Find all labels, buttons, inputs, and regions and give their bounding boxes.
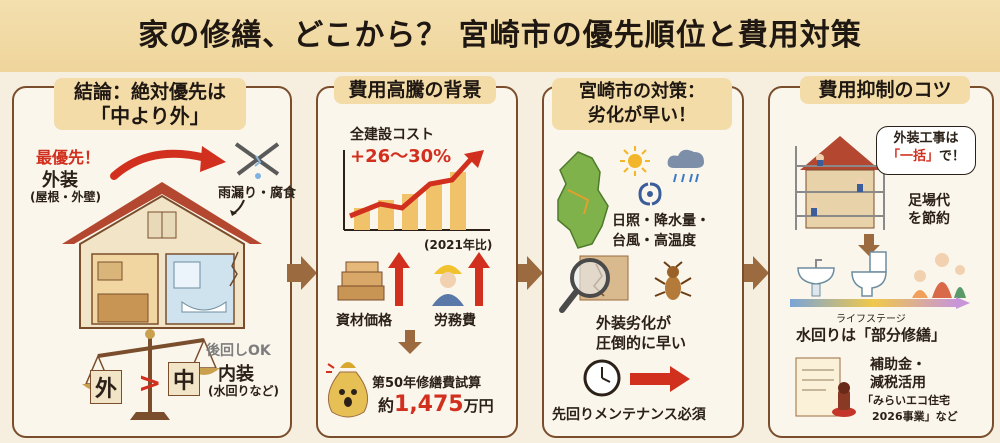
labor-label: 労務費 xyxy=(434,313,476,329)
panel-cost-heading: 費用高騰の背景 xyxy=(334,76,496,104)
scale-greater: > xyxy=(138,366,162,399)
climate-line1: 日照・降水量・ xyxy=(612,213,710,229)
money-bag-icon xyxy=(326,362,369,418)
up-arrow-icon xyxy=(388,252,410,306)
lifestage-bar xyxy=(790,297,970,309)
toilet-icon xyxy=(851,251,887,297)
heading-line1: 結論：絶対優先は xyxy=(73,81,226,103)
scale-inside: 中 xyxy=(168,362,201,396)
estimate-value-row: 約1,475万円 xyxy=(378,392,494,417)
chart-bar xyxy=(426,184,442,230)
subsidy-line2: 減税活用 xyxy=(870,375,926,391)
eco-line1: 「みらいエコ住宅 xyxy=(862,394,950,407)
sink-icon xyxy=(797,259,835,297)
bubble-tail-text: で！ xyxy=(939,149,966,164)
scaffold-line2: を節約 xyxy=(908,211,950,227)
interior-label: 内装 xyxy=(218,364,254,385)
heading-line2: 「中より外」 xyxy=(90,104,210,128)
scaffold-house-icon xyxy=(795,136,885,230)
interior-sub: (水回りなど) xyxy=(208,384,279,398)
exterior-sub: (屋根・外壁) xyxy=(30,190,101,204)
cost-rise-chart xyxy=(343,150,490,231)
miyazaki-map-icon xyxy=(557,151,609,249)
exterior-label: 外装 xyxy=(42,170,78,191)
scaffold-line1: 足場代 xyxy=(908,193,950,209)
chart-value: +26〜30% xyxy=(350,146,452,167)
panel-tips-heading: 費用抑制のコツ xyxy=(800,76,970,104)
down-arrow-icon xyxy=(858,234,880,256)
scale-outside: 外 xyxy=(90,370,123,404)
later-ok-label: 後回しOK xyxy=(206,343,271,359)
flow-arrow-icon xyxy=(739,256,769,290)
pointer-arrow-icon xyxy=(230,199,245,216)
estimate-unit: 万円 xyxy=(463,397,494,415)
water-partial-label: 水回りは「部分修繕」 xyxy=(796,326,947,344)
bubble-line2: 「一括」で！ xyxy=(877,148,975,166)
deterioration-line1: 外装劣化が xyxy=(596,314,672,332)
deterioration-line2: 圧倒的に早い xyxy=(596,334,687,352)
worker-icon xyxy=(432,265,464,306)
climate-line2: 台風・高温度 xyxy=(612,233,696,249)
rain-cloud-icon xyxy=(667,149,704,183)
house-cutaway-icon xyxy=(62,182,262,329)
bubble-line1: 外装工事は xyxy=(893,131,959,146)
sun-icon xyxy=(620,146,650,176)
termite-icon xyxy=(654,261,692,300)
estimate-prefix: 約 xyxy=(378,396,395,415)
right-arrow-icon xyxy=(630,366,690,392)
subsidy-line1: 補助金・ xyxy=(870,357,926,373)
flow-arrow-icon xyxy=(287,256,317,290)
maintenance-label: 先回りメンテナンス必須 xyxy=(552,407,706,423)
chart-title: 全建設コスト xyxy=(350,127,434,143)
page-title: 家の修繕、どこから？ 宮崎市の優先順位と費用対策 xyxy=(138,18,862,53)
magnifier-icon xyxy=(559,255,629,313)
top-priority-label: 最優先！ xyxy=(36,148,101,167)
family-icon xyxy=(912,253,966,298)
up-arrow-icon xyxy=(468,252,490,306)
down-arrow-icon xyxy=(398,330,422,354)
estimate-value: 1,475 xyxy=(394,392,464,417)
chart-note: (2021年比) xyxy=(424,238,493,252)
heading-line2: 劣化が早い！ xyxy=(588,105,696,126)
chart-bar xyxy=(450,172,466,230)
lifestage-label: ライフステージ xyxy=(836,314,906,325)
heading-line1: 宮崎市の対策： xyxy=(579,81,705,102)
bubble-emphasis: 「一括」 xyxy=(886,149,939,164)
eco-line2: 2026事業」など xyxy=(872,410,958,423)
broken-roof-icon xyxy=(234,142,280,179)
panel-priority-heading: 結論：絶対優先は 「中より外」 xyxy=(54,78,246,130)
materials-label: 資材価格 xyxy=(336,313,392,329)
leak-label: 雨漏り・腐食 xyxy=(218,186,297,201)
clock-icon xyxy=(583,359,621,397)
panel-miyazaki-heading: 宮崎市の対策： 劣化が早い！ xyxy=(552,78,732,130)
red-arrow-icon xyxy=(110,146,226,180)
estimate-label: 第50年修繕費試算 xyxy=(372,376,482,391)
balance-scale-icon xyxy=(82,329,220,420)
flow-arrow-icon xyxy=(513,256,543,290)
speech-bubble: 外装工事は 「一括」で！ xyxy=(876,126,976,175)
document-stamp-icon xyxy=(795,357,856,417)
lumber-icon xyxy=(337,261,385,301)
title-band xyxy=(0,0,1000,72)
typhoon-icon xyxy=(638,182,662,206)
